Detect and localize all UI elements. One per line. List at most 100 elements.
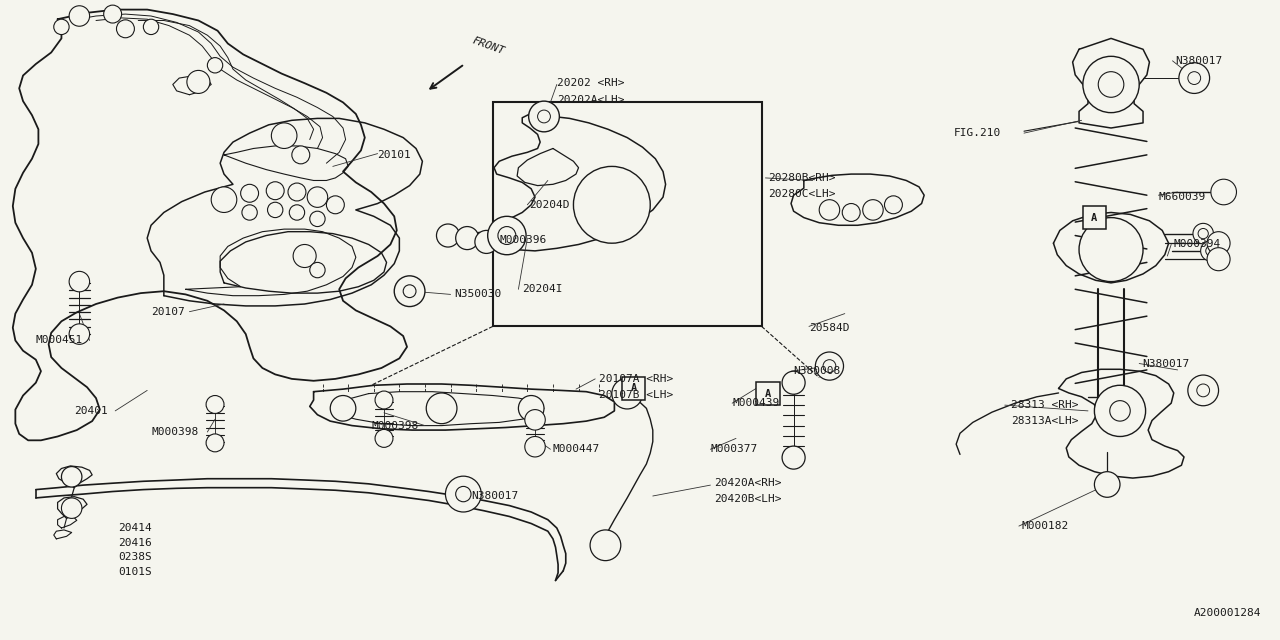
Ellipse shape xyxy=(394,276,425,307)
Text: 20414: 20414 xyxy=(118,523,151,533)
Text: N380017: N380017 xyxy=(1175,56,1222,66)
Ellipse shape xyxy=(456,486,471,502)
Ellipse shape xyxy=(69,324,90,344)
Ellipse shape xyxy=(1193,223,1213,244)
Text: M660039: M660039 xyxy=(1158,192,1206,202)
Text: FIG.210: FIG.210 xyxy=(954,128,1001,138)
Text: 20420A<RH>: 20420A<RH> xyxy=(714,478,782,488)
Text: M000394: M000394 xyxy=(1174,239,1221,250)
Bar xyxy=(622,377,645,400)
Text: 20584D: 20584D xyxy=(809,323,850,333)
Ellipse shape xyxy=(207,58,223,73)
Ellipse shape xyxy=(612,378,643,409)
Bar xyxy=(493,102,762,326)
Ellipse shape xyxy=(54,19,69,35)
Ellipse shape xyxy=(782,371,805,394)
Ellipse shape xyxy=(375,391,393,409)
Ellipse shape xyxy=(326,196,344,214)
Ellipse shape xyxy=(538,110,550,123)
Text: A: A xyxy=(631,383,636,394)
Ellipse shape xyxy=(884,196,902,214)
Text: N380017: N380017 xyxy=(1142,358,1189,369)
Ellipse shape xyxy=(573,166,650,243)
Ellipse shape xyxy=(456,227,479,250)
Ellipse shape xyxy=(436,224,460,247)
Text: 20107: 20107 xyxy=(151,307,184,317)
Ellipse shape xyxy=(293,244,316,268)
Ellipse shape xyxy=(445,476,481,512)
Text: 0238S: 0238S xyxy=(118,552,151,562)
Text: M000182: M000182 xyxy=(1021,521,1069,531)
Ellipse shape xyxy=(310,211,325,227)
Ellipse shape xyxy=(525,410,545,430)
Text: 20280C<LH>: 20280C<LH> xyxy=(768,189,836,199)
Ellipse shape xyxy=(289,205,305,220)
Ellipse shape xyxy=(69,271,90,292)
Ellipse shape xyxy=(1188,72,1201,84)
Ellipse shape xyxy=(1083,56,1139,113)
Ellipse shape xyxy=(819,200,840,220)
Text: FRONT: FRONT xyxy=(471,35,506,56)
Text: 20101: 20101 xyxy=(378,150,411,160)
Ellipse shape xyxy=(330,396,356,421)
Ellipse shape xyxy=(266,182,284,200)
Ellipse shape xyxy=(69,6,90,26)
Ellipse shape xyxy=(242,205,257,220)
Ellipse shape xyxy=(241,184,259,202)
Ellipse shape xyxy=(310,262,325,278)
Text: A200001284: A200001284 xyxy=(1193,607,1261,618)
Ellipse shape xyxy=(307,187,328,207)
Text: M000377: M000377 xyxy=(710,444,758,454)
Text: M000396: M000396 xyxy=(499,235,547,245)
Ellipse shape xyxy=(1094,385,1146,436)
Ellipse shape xyxy=(842,204,860,221)
Ellipse shape xyxy=(1188,375,1219,406)
Ellipse shape xyxy=(1198,228,1208,239)
Text: N380008: N380008 xyxy=(794,366,841,376)
Ellipse shape xyxy=(211,187,237,212)
Ellipse shape xyxy=(488,216,526,255)
Text: 28313 <RH>: 28313 <RH> xyxy=(1011,400,1079,410)
Text: M000451: M000451 xyxy=(36,335,83,346)
Ellipse shape xyxy=(1207,232,1230,255)
Text: M000439: M000439 xyxy=(732,398,780,408)
Ellipse shape xyxy=(187,70,210,93)
Ellipse shape xyxy=(271,123,297,148)
Ellipse shape xyxy=(403,285,416,298)
Ellipse shape xyxy=(525,436,545,457)
Ellipse shape xyxy=(206,396,224,413)
Ellipse shape xyxy=(206,434,224,452)
Ellipse shape xyxy=(268,202,283,218)
Ellipse shape xyxy=(1207,248,1230,271)
Ellipse shape xyxy=(1211,179,1236,205)
Ellipse shape xyxy=(61,498,82,518)
Text: M000398: M000398 xyxy=(371,420,419,431)
Ellipse shape xyxy=(815,352,844,380)
Text: N380017: N380017 xyxy=(471,491,518,501)
Ellipse shape xyxy=(498,227,516,244)
Ellipse shape xyxy=(518,396,544,421)
Text: 20280B<RH>: 20280B<RH> xyxy=(768,173,836,183)
Ellipse shape xyxy=(375,429,393,447)
Text: 20401: 20401 xyxy=(74,406,108,416)
Ellipse shape xyxy=(1094,472,1120,497)
Ellipse shape xyxy=(475,230,498,253)
Ellipse shape xyxy=(1201,241,1221,261)
Ellipse shape xyxy=(863,200,883,220)
Text: 20204I: 20204I xyxy=(522,284,563,294)
Text: M000447: M000447 xyxy=(553,444,600,454)
Ellipse shape xyxy=(1110,401,1130,421)
Text: 20107B <LH>: 20107B <LH> xyxy=(599,390,673,400)
Ellipse shape xyxy=(104,5,122,23)
Text: 28313A<LH>: 28313A<LH> xyxy=(1011,416,1079,426)
Bar xyxy=(756,382,780,405)
Ellipse shape xyxy=(116,20,134,38)
Bar xyxy=(1083,206,1106,229)
Ellipse shape xyxy=(143,19,159,35)
Ellipse shape xyxy=(1197,384,1210,397)
Ellipse shape xyxy=(1206,246,1216,256)
Ellipse shape xyxy=(590,530,621,561)
Ellipse shape xyxy=(1079,218,1143,282)
Text: 20107A <RH>: 20107A <RH> xyxy=(599,374,673,384)
Text: M000398: M000398 xyxy=(151,427,198,437)
